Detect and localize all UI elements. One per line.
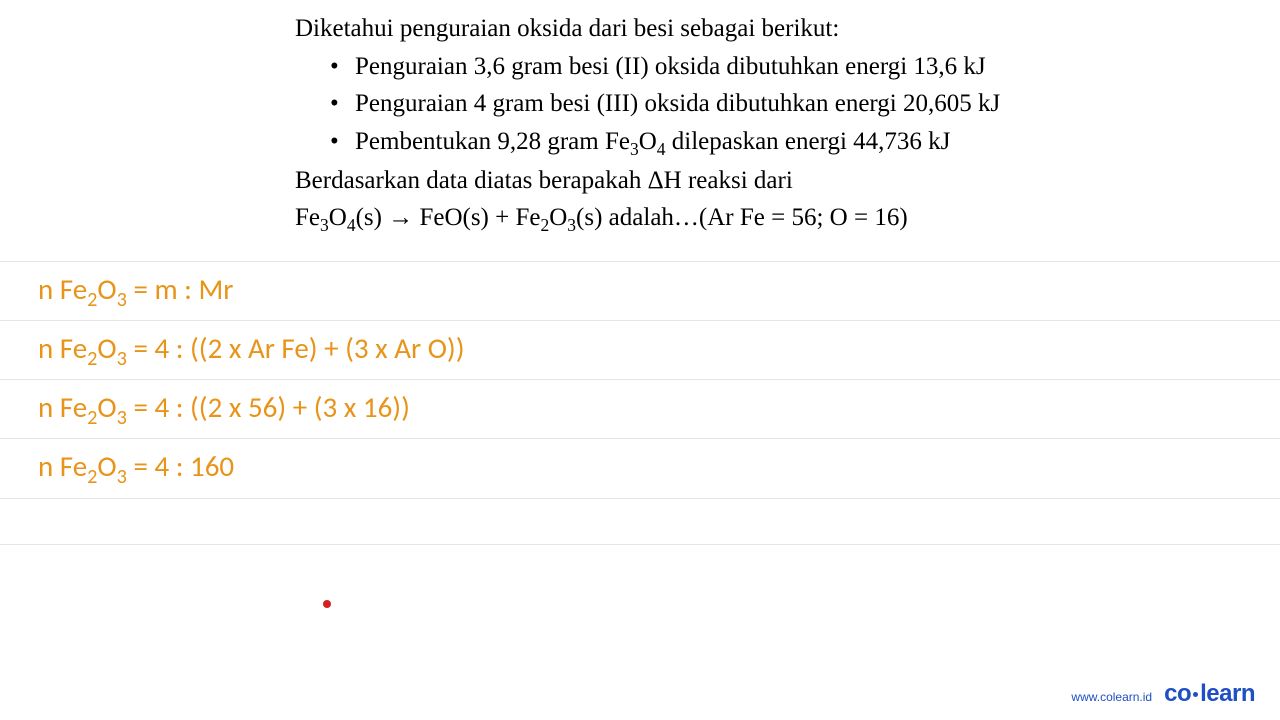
- bullet-item: Penguraian 3,6 gram besi (II) oksida dib…: [330, 48, 1210, 86]
- solution-line: n Fe2O3 = 4 : ((2 x Ar Fe) + (3 x Ar O)): [0, 320, 1280, 379]
- problem-question-line2: Fe3O4(s) → FeO(s) + Fe2O3(s) adalah…(Ar …: [295, 199, 1210, 238]
- bullet-list: Penguraian 3,6 gram besi (II) oksida dib…: [295, 48, 1210, 162]
- empty-lines: [0, 498, 1280, 590]
- bullet-item: Penguraian 4 gram besi (III) oksida dibu…: [330, 85, 1210, 123]
- logo-part2: learn: [1200, 680, 1255, 707]
- pointer-dot: [323, 600, 331, 608]
- empty-line: [0, 544, 1280, 590]
- footer-url: www.colearn.id: [1071, 690, 1152, 704]
- problem-section: Diketahui penguraian oksida dari besi se…: [0, 0, 1280, 239]
- solution-section: n Fe2O3 = m : Mr n Fe2O3 = 4 : ((2 x Ar …: [0, 261, 1280, 590]
- footer-logo: colearn: [1164, 680, 1255, 708]
- bullet-item: Pembentukan 9,28 gram Fe3O4 dilepaskan e…: [330, 123, 1210, 162]
- logo-part1: co: [1164, 680, 1191, 707]
- footer: www.colearn.id colearn: [1071, 680, 1255, 708]
- solution-line: n Fe2O3 = 4 : 160: [0, 438, 1280, 497]
- solution-line: n Fe2O3 = m : Mr: [0, 261, 1280, 320]
- logo-dot-icon: [1193, 692, 1198, 697]
- problem-intro: Diketahui penguraian oksida dari besi se…: [295, 10, 1210, 48]
- empty-line: [0, 498, 1280, 544]
- problem-question-line1: Berdasarkan data diatas berapakah ΔH rea…: [295, 162, 1210, 200]
- solution-line: n Fe2O3 = 4 : ((2 x 56) + (3 x 16)): [0, 379, 1280, 438]
